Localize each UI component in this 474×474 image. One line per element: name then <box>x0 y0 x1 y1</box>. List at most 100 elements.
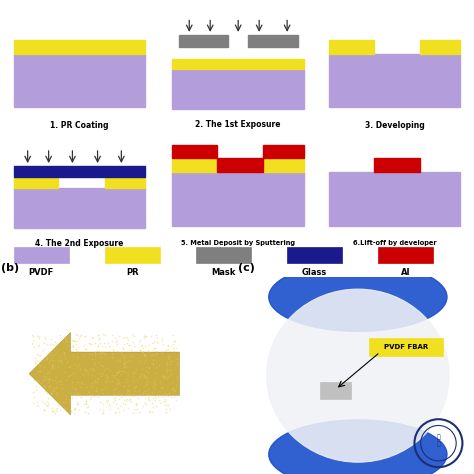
Point <box>103 398 111 406</box>
Point <box>44 369 51 376</box>
Point <box>86 395 93 403</box>
Point <box>82 366 89 374</box>
Point <box>173 396 180 404</box>
Point <box>45 358 52 365</box>
Point <box>134 394 142 402</box>
Point <box>36 360 43 368</box>
Point <box>40 363 48 370</box>
Point <box>75 361 83 368</box>
Point <box>119 345 127 353</box>
Bar <box>378 247 433 264</box>
Point <box>81 366 88 374</box>
Point <box>122 358 130 366</box>
Point <box>96 339 104 347</box>
Point <box>34 367 42 375</box>
Point <box>117 348 124 356</box>
Point <box>114 404 121 412</box>
Point <box>41 387 48 394</box>
Point <box>49 351 56 358</box>
Point <box>145 385 152 393</box>
Text: 6.Lift-off by developer: 6.Lift-off by developer <box>353 240 437 246</box>
Point <box>69 383 76 391</box>
Point <box>154 339 162 347</box>
Point <box>93 384 100 392</box>
Point <box>111 394 118 401</box>
Point <box>132 399 139 407</box>
Point <box>143 363 150 371</box>
Point <box>56 377 64 384</box>
Point <box>103 375 111 383</box>
Point <box>113 369 120 376</box>
Point <box>66 389 74 397</box>
Point <box>86 388 93 395</box>
Point <box>127 396 134 403</box>
Point <box>159 393 166 401</box>
Bar <box>173 59 304 70</box>
Point <box>141 334 148 342</box>
Point <box>51 350 59 358</box>
Point <box>110 374 118 381</box>
Point <box>171 394 178 401</box>
Point <box>138 371 146 378</box>
Point <box>149 360 157 368</box>
Point <box>43 374 50 381</box>
Point <box>36 351 44 359</box>
Point <box>173 355 181 363</box>
Point <box>113 337 121 344</box>
Point <box>101 384 109 392</box>
Point <box>119 345 127 352</box>
Text: 4. The 2nd Exposure: 4. The 2nd Exposure <box>35 238 124 247</box>
Text: 1. PR Coating: 1. PR Coating <box>50 121 109 130</box>
Bar <box>14 177 58 188</box>
Point <box>81 345 89 352</box>
Text: (c): (c) <box>237 264 255 273</box>
Text: 2mm: 2mm <box>152 446 177 454</box>
Point <box>104 396 111 404</box>
Point <box>90 366 98 374</box>
Point <box>94 375 101 383</box>
Point <box>129 409 137 417</box>
Point <box>50 346 57 354</box>
Point <box>141 351 149 359</box>
Point <box>39 376 47 384</box>
Point <box>98 385 106 393</box>
Point <box>76 383 83 391</box>
Point <box>125 388 133 395</box>
Point <box>167 370 175 377</box>
Point <box>35 332 43 340</box>
Bar <box>173 158 217 173</box>
Point <box>50 387 57 394</box>
Point <box>139 341 146 348</box>
Point <box>158 373 165 380</box>
Bar <box>105 177 145 188</box>
Point <box>35 334 43 342</box>
Point <box>121 401 128 408</box>
Point <box>141 351 149 358</box>
Point <box>108 331 116 339</box>
Point <box>170 348 178 356</box>
Point <box>102 396 110 404</box>
Text: 2. The 1st Exposure: 2. The 1st Exposure <box>195 120 281 129</box>
Point <box>169 340 177 348</box>
Point <box>135 409 143 416</box>
Point <box>73 331 81 339</box>
Point <box>55 356 62 364</box>
Point <box>70 405 78 413</box>
Point <box>59 399 66 406</box>
Point <box>58 384 65 392</box>
Point <box>84 370 91 378</box>
Point <box>125 404 132 411</box>
Bar <box>196 247 251 264</box>
Point <box>164 367 171 374</box>
Point <box>63 395 70 403</box>
Point <box>37 382 45 390</box>
Point <box>45 376 53 383</box>
Point <box>150 356 157 364</box>
Point <box>78 379 86 387</box>
Bar <box>329 40 374 54</box>
Point <box>121 352 129 360</box>
Point <box>51 384 58 392</box>
Point <box>129 338 137 346</box>
Point <box>109 350 116 358</box>
Point <box>162 401 170 409</box>
